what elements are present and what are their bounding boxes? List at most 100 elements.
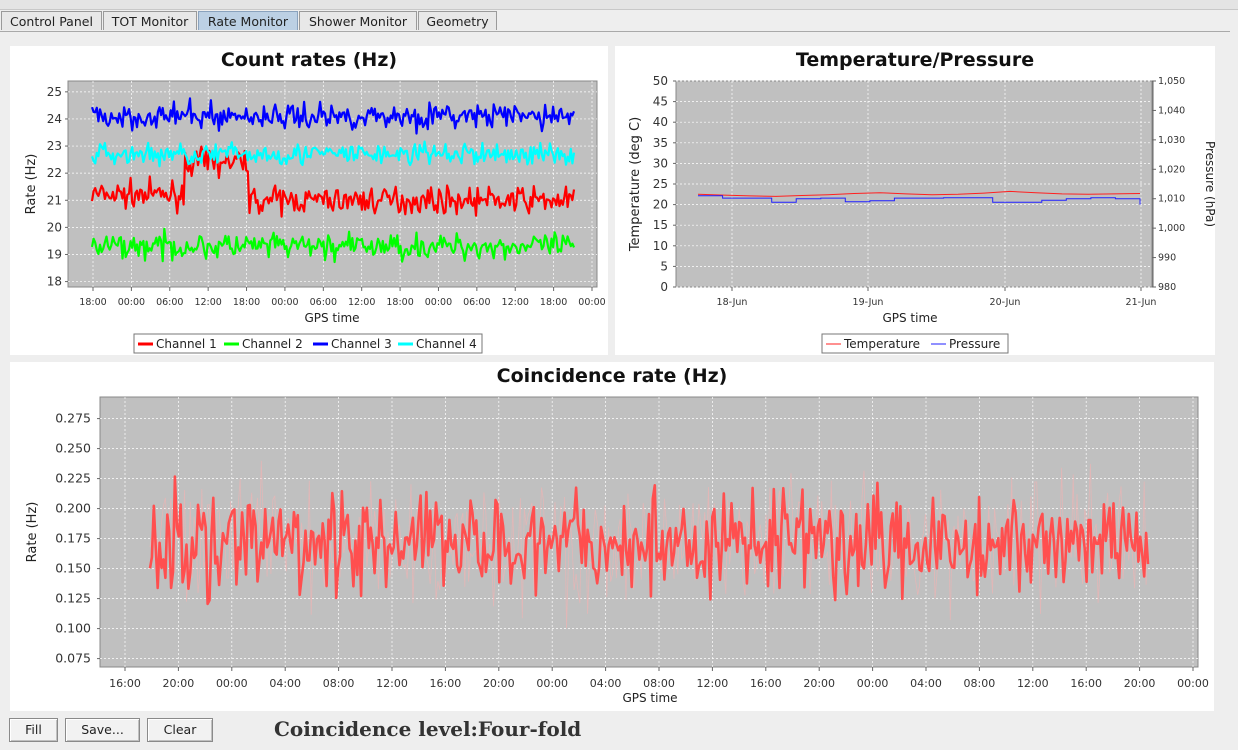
series-line-channel-3 [90, 97, 576, 135]
coincidence-level-label: Coincidence level:Four-fold [274, 717, 582, 741]
tab-divider [0, 31, 1230, 32]
y-tick-label: 0 [660, 280, 668, 294]
y-tick-label: 0.125 [55, 591, 91, 606]
x-tick-label: 19-Jun [853, 297, 884, 308]
x-axis-label: GPS time [882, 311, 937, 325]
save-button[interactable]: Save... [65, 718, 140, 742]
y-tick-label: 0.200 [55, 501, 91, 516]
y-tick-label: 0.150 [55, 561, 91, 576]
legend-label: Temperature [843, 337, 920, 351]
legend [821, 333, 1009, 354]
series-line-pressure [698, 195, 1141, 205]
y-tick-label: 40 [653, 115, 668, 129]
x-tick-label: 00:00 [216, 677, 248, 690]
legend-label: Pressure [949, 337, 1000, 351]
x-tick-label: 00:00 [857, 677, 889, 690]
x-tick-label: 12:00 [502, 297, 529, 308]
window-title-strip [0, 0, 1238, 10]
x-tick-label: 12:00 [697, 677, 729, 690]
x-tick-label: 08:00 [964, 677, 996, 690]
tab-shower-monitor[interactable]: Shower Monitor [299, 11, 417, 30]
series-line-channel-2 [90, 227, 576, 264]
x-tick-label: 04:00 [910, 677, 942, 690]
tab-geometry[interactable]: Geometry [418, 11, 497, 30]
x-tick-label: 12:00 [1017, 677, 1049, 690]
y2-tick-label: 1,050 [1158, 76, 1185, 87]
x-tick-label: 16:00 [430, 677, 462, 690]
chart-title: Count rates (Hz) [221, 49, 397, 71]
tab-tot-monitor[interactable]: TOT Monitor [103, 11, 197, 30]
temperature-pressure-chart: Temperature/Pressure 0 5 10 15 20 25 30 35 40 45 5… [628, 49, 1217, 354]
coincidence-rate-chart: Coincidence rate (Hz) 0.075 0.100 0.125 0.1… [25, 365, 1209, 705]
tab-bar: Control Panel TOT Monitor Rate Monitor S… [0, 10, 1238, 32]
x-tick-label: 00:00 [271, 297, 298, 308]
legend [133, 333, 483, 354]
series-line-coincidence [148, 475, 1150, 606]
legend-label: Channel 4 [416, 337, 477, 351]
x-tick-label: 00:00 [536, 677, 568, 690]
y-tick-label: 18 [47, 275, 62, 289]
legend-label: Channel 1 [156, 337, 217, 351]
legend-label: Channel 2 [242, 337, 303, 351]
x-tick-label: 06:00 [463, 297, 490, 308]
clear-button[interactable]: Clear [147, 718, 213, 742]
x-tick-label: 18:00 [386, 297, 413, 308]
y-axis-label: Rate (Hz) [24, 154, 39, 215]
series-line-channel-1 [90, 145, 576, 218]
chart-title: Temperature/Pressure [796, 49, 1034, 71]
x-tick-label: 16:00 [1070, 677, 1102, 690]
y2-tick-label: 980 [1158, 282, 1176, 293]
chart-title: Coincidence rate (Hz) [497, 365, 728, 387]
y-tick-label: 0.075 [55, 651, 91, 666]
coincidence-rate-panel: Coincidence rate (Hz) 0.075 0.100 0.125 0.1… [10, 362, 1214, 711]
x-tick-label: 06:00 [156, 297, 183, 308]
series-line-temperature [697, 190, 1141, 197]
y-axis-label: Temperature (deg C) [628, 117, 643, 252]
tab-control-panel[interactable]: Control Panel [1, 11, 102, 30]
y-tick-label: 21 [47, 193, 62, 207]
series-line-channel-4 [90, 140, 576, 168]
x-tick-label: 16:00 [109, 677, 141, 690]
y-tick-label: 35 [653, 136, 668, 150]
y-tick-label: 45 [653, 95, 668, 109]
x-tick-label: 18:00 [79, 297, 106, 308]
y-tick-label: 0.175 [55, 531, 91, 546]
y2-tick-label: 1,040 [1158, 105, 1185, 116]
x-tick-label: 06:00 [310, 297, 337, 308]
y-tick-label: 20 [653, 198, 668, 212]
x-tick-label: 18-Jun [717, 297, 748, 308]
x-tick-label: 08:00 [323, 677, 355, 690]
x-tick-label: 12:00 [376, 677, 408, 690]
y-tick-label: 15 [653, 218, 668, 232]
x-tick-label: 18:00 [540, 297, 567, 308]
x-axis-label: GPS time [304, 311, 359, 325]
y-tick-label: 0.275 [55, 411, 91, 426]
y2-tick-label: 1,010 [1158, 194, 1185, 205]
tab-rate-monitor[interactable]: Rate Monitor [198, 11, 298, 30]
fill-button[interactable]: Fill [9, 718, 58, 742]
y-tick-label: 0.250 [55, 441, 91, 456]
temperature-pressure-panel: Temperature/Pressure 0 5 10 15 20 25 30 35 40 45 5… [615, 46, 1217, 355]
y-tick-label: 19 [47, 247, 62, 261]
x-tick-label: 12:00 [194, 297, 221, 308]
x-tick-label: 16:00 [750, 677, 782, 690]
x-tick-label: 00:00 [1177, 677, 1209, 690]
x-tick-label: 18:00 [233, 297, 260, 308]
y2-axis-label: Pressure (hPa) [1203, 141, 1215, 227]
y2-tick-label: 1,030 [1158, 135, 1185, 146]
x-tick-label: 21-Jun [1126, 297, 1157, 308]
x-axis-label: GPS time [622, 691, 677, 705]
y-tick-label: 20 [47, 220, 62, 234]
y-tick-label: 0.225 [55, 471, 91, 486]
x-tick-label: 20:00 [163, 677, 195, 690]
x-tick-label: 08:00 [643, 677, 675, 690]
count-rates-panel: Count rates (Hz) 18 19 20 21 22 23 24 25 18:00 0… [10, 46, 608, 355]
y-tick-label: 50 [653, 74, 668, 88]
count-rates-chart: Count rates (Hz) 18 19 20 21 22 23 24 25 18:00 0… [24, 49, 606, 354]
x-tick-label: 00:00 [578, 297, 605, 308]
x-tick-label: 00:00 [425, 297, 452, 308]
y-axis-label: Rate (Hz) [25, 502, 40, 563]
x-tick-label: 04:00 [590, 677, 622, 690]
y-tick-label: 22 [47, 166, 62, 180]
x-tick-label: 20-Jun [990, 297, 1021, 308]
